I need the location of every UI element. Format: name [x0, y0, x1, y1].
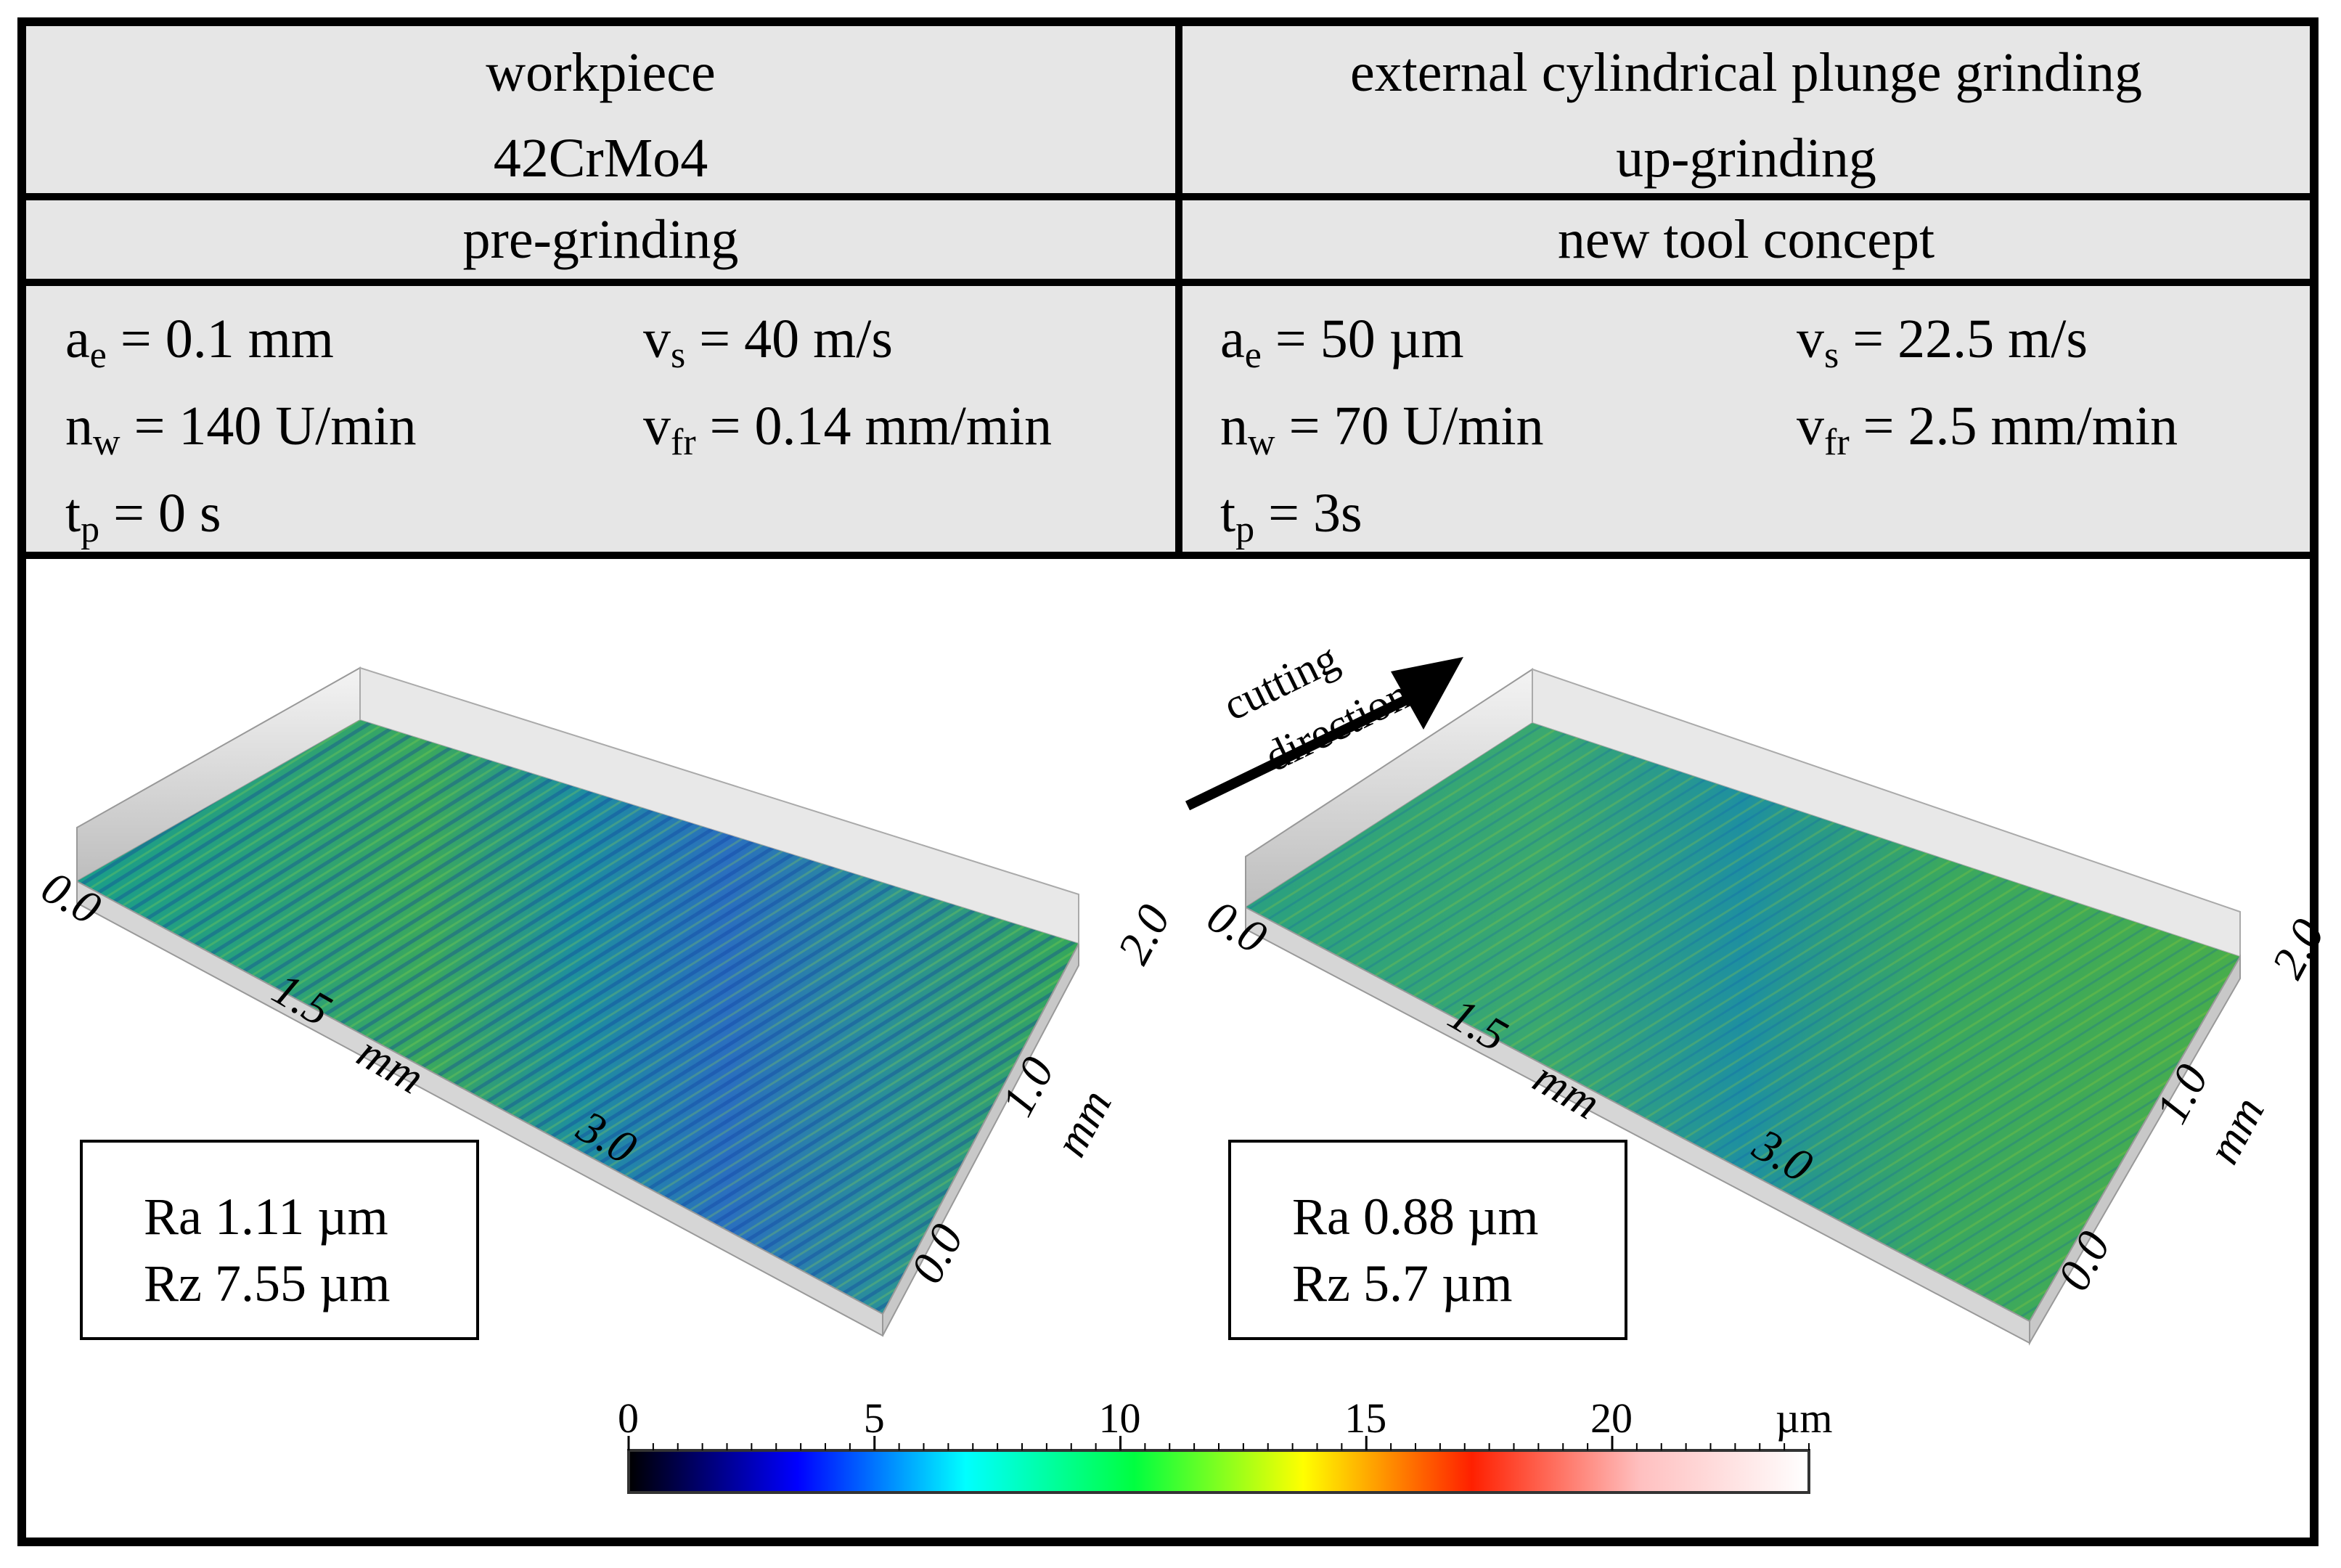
- right-roughness-box: Ra 0.88 µm Rz 5.7 µm: [1228, 1140, 1627, 1340]
- header-row-1: workpiece 42CrMo4 external cylindrical p…: [26, 26, 2310, 200]
- colorbar-ticks: [627, 1436, 1810, 1450]
- left-param-nw: nw = 140 U/min: [65, 396, 417, 463]
- colorbar-tick-label: 20: [1590, 1395, 1633, 1442]
- parameters-row: ae = 0.1 mm vs = 40 m/s nw = 140 U/min v…: [26, 286, 2310, 559]
- right-surface-plot: [1245, 668, 2241, 1346]
- left-param-vs: vs = 40 m/s: [643, 309, 893, 376]
- right-ra-value: Ra 0.88 µm: [1292, 1188, 1539, 1246]
- process-label: external cylindrical plunge grinding: [1349, 42, 2143, 103]
- left-param-ae: ae = 0.1 mm: [65, 309, 334, 376]
- left-ra-value: Ra 1.11 µm: [144, 1188, 388, 1246]
- colorbar: [627, 1436, 1810, 1494]
- workpiece-cell: workpiece 42CrMo4: [26, 26, 1182, 193]
- process-cell: external cylindrical plunge grinding up-…: [1182, 26, 2310, 193]
- header-row-2: pre-grinding new tool concept: [26, 200, 2310, 286]
- left-condition: pre-grinding: [462, 209, 739, 270]
- left-condition-cell: pre-grinding: [26, 200, 1182, 279]
- left-roughness-box: Ra 1.11 µm Rz 7.55 µm: [80, 1140, 479, 1340]
- left-surface-plot: [76, 666, 1079, 1337]
- right-param-vfr: vfr = 2.5 mm/min: [1797, 396, 2178, 463]
- colorbar-tick-label: 5: [863, 1395, 885, 1442]
- right-condition: new tool concept: [1557, 209, 1935, 270]
- figure-frame: workpiece 42CrMo4 external cylindrical p…: [17, 17, 2334, 1546]
- right-condition-cell: new tool concept: [1182, 200, 2310, 279]
- colorbar-unit: µm: [1776, 1395, 1833, 1442]
- surface-plots: [76, 657, 2241, 1494]
- colorbar-tick-label: 0: [618, 1395, 639, 1442]
- colorbar-tick-label: 10: [1098, 1395, 1141, 1442]
- left-rz-value: Rz 7.55 µm: [144, 1254, 391, 1312]
- colorbar-gradient: [627, 1449, 1810, 1494]
- left-param-vfr: vfr = 0.14 mm/min: [643, 396, 1053, 463]
- right-params-cell: ae = 50 µm vs = 22.5 m/s nw = 70 U/min v…: [1182, 286, 2310, 552]
- right-rz-value: Rz 5.7 µm: [1292, 1254, 1513, 1312]
- right-param-nw: nw = 70 U/min: [1220, 396, 1544, 463]
- right-param-tp: tp = 3s: [1220, 483, 1362, 550]
- workpiece-material: 42CrMo4: [493, 128, 708, 189]
- left-params-cell: ae = 0.1 mm vs = 40 m/s nw = 140 U/min v…: [26, 286, 1182, 552]
- right-param-ae: ae = 50 µm: [1220, 309, 1464, 376]
- cutting-direction-arrow: [1185, 657, 1463, 811]
- workpiece-label: workpiece: [486, 42, 716, 103]
- process-mode: up-grinding: [1616, 128, 1876, 189]
- right-param-vs: vs = 22.5 m/s: [1797, 309, 2088, 376]
- colorbar-tick-label: 15: [1344, 1395, 1387, 1442]
- left-param-tp: tp = 0 s: [65, 483, 221, 550]
- surface-area: 0.0 1.5 mm 3.0 2.0 1.0 mm 0.0 0.0 1.5 mm…: [26, 559, 2334, 1538]
